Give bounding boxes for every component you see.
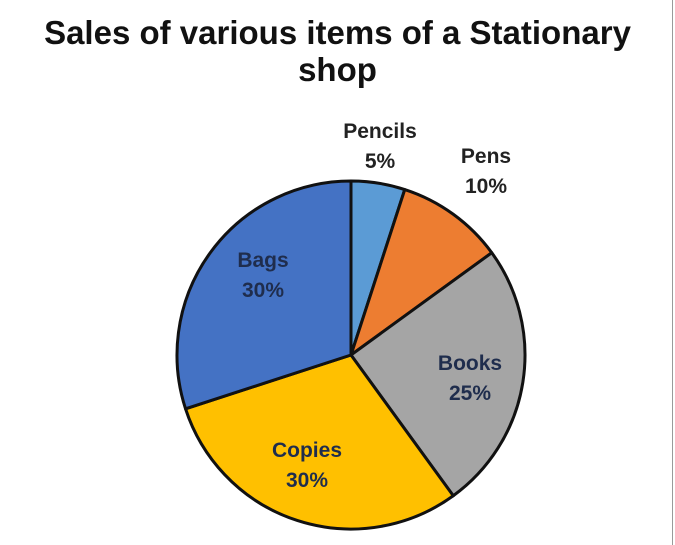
chart-title-line-1: Sales of various items of a Stationary: [44, 14, 631, 51]
chart-title-line-2: shop: [298, 51, 377, 88]
slice-percent-books: 25%: [449, 382, 491, 405]
pie-slice-pens: [349, 188, 494, 357]
slice-label-books: Books: [438, 352, 502, 375]
slice-percent-pencils: 5%: [365, 150, 396, 173]
slice-label-pencils: Pencils: [343, 120, 417, 143]
slice-percent-bags: 30%: [242, 279, 284, 302]
chart-title: Sales of various items of a Stationary s…: [0, 14, 675, 88]
slice-label-copies: Copies: [272, 439, 342, 462]
pie-slice-copies: [184, 353, 455, 531]
slice-label-pens: Pens: [461, 145, 511, 168]
slice-percent-copies: 30%: [286, 469, 328, 492]
slice-label-bags: Bags: [237, 249, 288, 272]
pie-slice-bags: [175, 179, 353, 411]
slice-percent-pens: 10%: [465, 175, 507, 198]
pie-slice-books: [349, 251, 527, 498]
